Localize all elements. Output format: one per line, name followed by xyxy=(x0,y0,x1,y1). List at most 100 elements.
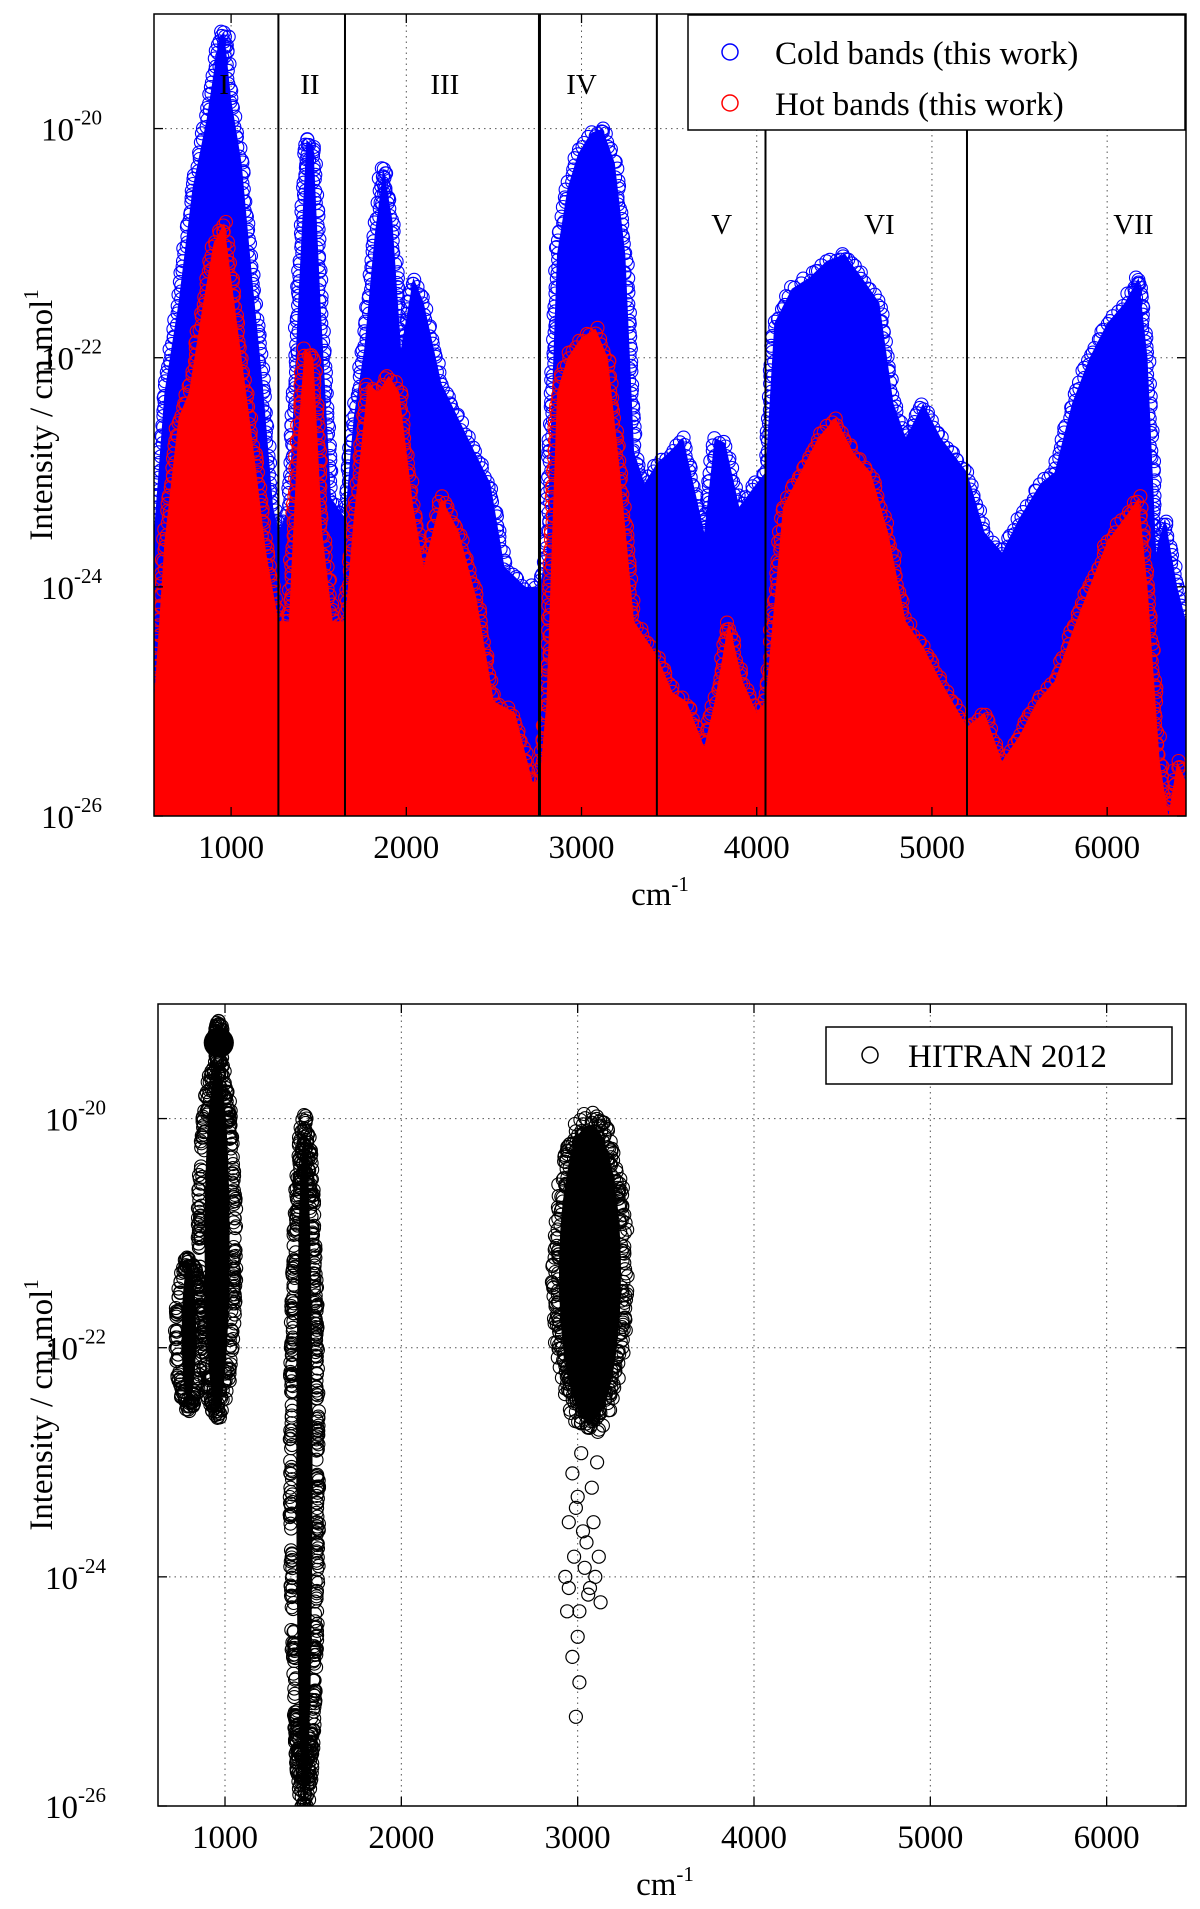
cold-band-line xyxy=(614,211,630,227)
hot-band-line xyxy=(679,698,694,713)
hot-band-line xyxy=(424,536,439,551)
cold-band-line xyxy=(600,135,615,150)
hot-band-line xyxy=(713,671,728,686)
cold-band-line xyxy=(547,340,562,355)
cold-band-line xyxy=(492,523,507,539)
hot-band-line xyxy=(714,663,729,678)
cold-band-line xyxy=(154,500,164,515)
cold-band-line xyxy=(262,476,277,491)
hot-band-line xyxy=(624,571,639,587)
hitran-point xyxy=(309,1583,324,1598)
hot-band-line xyxy=(220,234,235,250)
hitran-sparse-point-20 xyxy=(570,1489,585,1504)
hitran-point xyxy=(550,1230,566,1245)
hitran-point xyxy=(193,1230,208,1245)
cold-band-line xyxy=(199,119,214,134)
hitran-point xyxy=(193,1209,208,1224)
cold-band-line xyxy=(767,354,782,369)
cold-band-line xyxy=(1041,471,1056,486)
hitran-point xyxy=(545,1278,560,1293)
hot-band-line xyxy=(322,572,337,587)
hitran-point xyxy=(298,1813,311,1826)
hot-band-line xyxy=(603,384,618,399)
hitran-point xyxy=(604,1157,619,1173)
hot-band-line xyxy=(1076,597,1091,612)
hitran-point xyxy=(192,1259,208,1274)
cold-band-line xyxy=(390,265,405,280)
hitran-point xyxy=(297,1136,312,1152)
hitran-point xyxy=(174,1389,189,1404)
hot-band-line xyxy=(313,469,328,484)
hot-band-line xyxy=(284,558,299,574)
cold-band-line xyxy=(386,224,401,239)
hot-band-line xyxy=(983,721,999,736)
cold-band-line xyxy=(246,267,261,282)
hot-band-line xyxy=(352,472,367,488)
hitran-sparse-point-17 xyxy=(559,1604,575,1619)
cold-band-line xyxy=(610,192,625,208)
hot-band-line xyxy=(154,552,169,567)
hot-band-line xyxy=(1145,667,1160,682)
hitran-point xyxy=(297,1808,310,1821)
cold-band-line xyxy=(314,294,329,309)
hot-band-line xyxy=(780,496,795,511)
x-axis-label-bottom: cm-1 xyxy=(636,1862,694,1903)
cold-band-line xyxy=(431,356,446,371)
cold-band-line xyxy=(621,271,636,286)
hitran-point xyxy=(310,1420,325,1435)
cold-band-line xyxy=(1135,317,1150,332)
hitran-point xyxy=(618,1312,633,1327)
cold-band-line xyxy=(365,238,380,253)
cold-band-line xyxy=(1048,454,1063,469)
hot-band-line xyxy=(542,556,557,571)
cold-band-line xyxy=(728,480,743,495)
cold-band-line xyxy=(306,174,321,189)
hitran-point xyxy=(287,1642,302,1657)
cold-band-line xyxy=(359,326,374,341)
cold-band-line xyxy=(307,172,322,187)
hitran-point xyxy=(569,1391,584,1406)
hitran-point xyxy=(284,1374,299,1389)
hot-band-line xyxy=(177,396,192,411)
cold-band-line xyxy=(295,246,310,261)
hitran-point xyxy=(307,1639,322,1654)
cold-band-line xyxy=(610,161,625,176)
cold-band-line xyxy=(1057,421,1072,436)
cold-band-line xyxy=(678,449,693,464)
cold-band-peak-4 xyxy=(838,252,853,267)
hot-band-line xyxy=(549,398,564,413)
hot-band-line xyxy=(698,733,713,748)
cold-band-line xyxy=(347,419,362,434)
hot-band-line xyxy=(544,559,559,575)
hot-band-line xyxy=(828,411,843,426)
hitran-point xyxy=(296,1814,309,1827)
cold-band-line xyxy=(976,524,991,539)
hitran-point xyxy=(226,1253,242,1268)
hot-band-line xyxy=(683,702,698,717)
hitran-point xyxy=(168,1301,183,1316)
cold-band-line xyxy=(626,443,641,458)
hot-band-line xyxy=(201,264,216,279)
hitran-point xyxy=(560,1367,576,1382)
cold-band-line xyxy=(550,280,565,295)
hot-band-line xyxy=(762,634,778,649)
hot-band-line xyxy=(1152,729,1167,744)
hitran-point xyxy=(299,1155,314,1170)
hot-band-line xyxy=(879,515,895,531)
cold-band-line xyxy=(1143,389,1158,404)
hitran-point xyxy=(309,1521,324,1536)
hitran-point xyxy=(194,1198,209,1213)
hot-band-line xyxy=(1016,719,1031,735)
hitran-point xyxy=(218,1091,233,1106)
hitran-point xyxy=(603,1134,618,1149)
hitran-point xyxy=(193,1264,208,1279)
cold-band-line xyxy=(1139,345,1155,360)
cold-band-line xyxy=(690,502,705,517)
hot-band-line xyxy=(455,533,470,548)
hot-band-line xyxy=(732,668,747,683)
hitran-point xyxy=(284,1583,299,1598)
hitran-point xyxy=(310,1426,326,1441)
hot-band-line xyxy=(547,414,562,429)
hot-band-line xyxy=(501,700,516,715)
hitran-point xyxy=(225,1177,240,1192)
